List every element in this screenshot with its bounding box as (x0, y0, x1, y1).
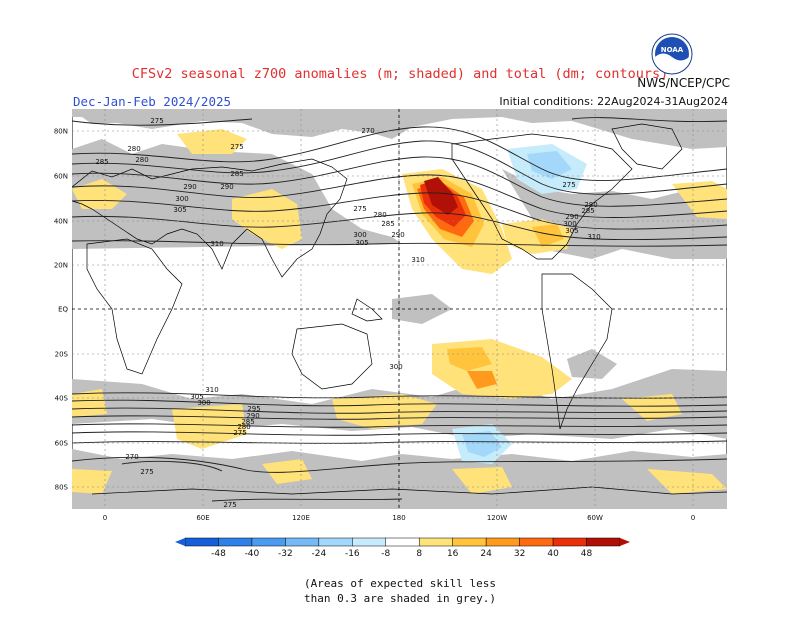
contour-label: 280 (584, 201, 597, 209)
colorbar-swatch (318, 537, 353, 547)
contour-label: 305 (190, 393, 203, 401)
colorbar-swatch (418, 537, 453, 547)
lon-label: 60E (196, 514, 209, 522)
contour-label: 275 (233, 429, 246, 437)
contour-label: 275 (353, 205, 366, 213)
colorbar-swatch (285, 537, 320, 547)
lat-label: 60S (55, 440, 69, 448)
noaa-logo: NOAA (651, 33, 693, 75)
contour-label: 310 (210, 240, 223, 248)
colorbar-label: -32 (278, 549, 293, 559)
colorbar-swatch (352, 537, 387, 547)
contour-label: 285 (95, 158, 108, 166)
colorbar-swatch (485, 537, 520, 547)
colorbar-label: -8 (381, 549, 390, 559)
lat-label: 40S (55, 395, 69, 403)
contour-label: 310 (587, 233, 600, 241)
contour-label: 270 (125, 453, 138, 461)
lon-label: 180 (392, 514, 405, 522)
continent-outlines (72, 123, 727, 495)
lat-label: 60N (54, 173, 68, 181)
anomaly-map: 2752802852903003053102702752802852903003… (71, 108, 728, 510)
colorbar-left-tip (175, 538, 185, 546)
initial-conditions: Initial conditions: 22Aug2024-31Aug2024 (499, 95, 728, 108)
contour-label: 290 (565, 213, 578, 221)
contour-label: 305 (565, 227, 578, 235)
contour-label: 280 (135, 156, 148, 164)
positive-anomalies (72, 129, 727, 494)
colorbar-label: -48 (211, 549, 226, 559)
contour-label: 275 (223, 501, 236, 509)
contour-label: 285 (581, 207, 594, 215)
colorbar-label: 32 (514, 549, 525, 559)
contour-label: 300 (197, 399, 210, 407)
colorbar-label: 40 (547, 549, 559, 559)
colorbar-swatch (218, 537, 253, 547)
colorbar-swatch (586, 537, 621, 547)
contour-label: 300 (389, 363, 402, 371)
contour-label: 300 (353, 231, 366, 239)
lat-axis: 80N 60N 40N 20N EQ 20S 40S 60S 80S (54, 128, 69, 492)
contour-label: 295 (247, 405, 260, 413)
map-panel: 275 280 285 290 300 305 310 270 275 280 285 290 300 3… (71, 108, 728, 510)
colorbar-label: 16 (447, 549, 459, 559)
colorbar-swatch (385, 537, 420, 547)
contour-label: 300 (175, 195, 188, 203)
colorbar-swatch (552, 537, 587, 547)
contour-label: 290 (220, 183, 233, 191)
contour-label: 280 (237, 423, 250, 431)
colorbar: -48 -40 -32 -24 -16 -8 8 16 24 32 40 48 (175, 537, 630, 559)
contour-label: 270 (361, 127, 374, 135)
skill-footnote: (Areas of expected skill less than 0.3 a… (0, 576, 800, 606)
colorbar-label: -24 (311, 549, 326, 559)
contour-label: 310 (411, 256, 424, 264)
lat-label: 80N (54, 128, 68, 136)
lon-label: 120E (292, 514, 310, 522)
noaa-logo-text: NOAA (661, 46, 684, 54)
contour-label: 290 (183, 183, 196, 191)
contour-label: 305 (173, 206, 186, 214)
lon-label: 60W (587, 514, 603, 522)
season-label: Dec-Jan-Feb 2024/2025 (73, 94, 232, 109)
contour-label: 290 (391, 231, 404, 239)
colorbar-swatch (184, 537, 219, 547)
contour-label: 275 (150, 117, 163, 125)
colorbar-label: 24 (480, 549, 492, 559)
lon-label: 0 (691, 514, 695, 522)
colorbar-label: -16 (345, 549, 360, 559)
lat-label: 40N (54, 218, 68, 226)
contour-label: 285 (241, 418, 254, 426)
contour-labels: 2752802852903003053102702752802852903003… (95, 117, 600, 509)
height-contours (72, 117, 727, 502)
colorbar-right-tip (620, 538, 630, 546)
contour-label: 290 (246, 412, 259, 420)
lat-label: EQ (58, 306, 68, 314)
contour-label: 310 (205, 386, 218, 394)
contour-label: 280 (127, 145, 140, 153)
colorbar-swatch (452, 537, 487, 547)
contour-label: 305 (355, 239, 368, 247)
lat-label: 80S (55, 484, 69, 492)
chart-title: CFSv2 seasonal z700 anomalies (m; shaded… (131, 66, 669, 82)
contour-label: 275 (562, 181, 575, 189)
contour-label: 280 (373, 211, 386, 219)
colorbar-swatch (251, 537, 286, 547)
colorbar-label: -40 (245, 549, 260, 559)
colorbar-label: 48 (581, 549, 593, 559)
lon-label: 0 (103, 514, 107, 522)
lon-axis: 0 60E 120E 180 120W 60W 0 (103, 514, 695, 522)
footnote-line-2: than 0.3 are shaded in grey.) (303, 592, 497, 605)
contour-label: 275 (140, 468, 153, 476)
lon-label: 120W (487, 514, 507, 522)
footnote-line-1: (Areas of expected skill less (303, 577, 497, 590)
agency-label: NWS/NCEP/CPC (637, 76, 730, 90)
colorbar-swatch (519, 537, 554, 547)
lat-label: 20N (54, 262, 68, 270)
contour-label: 285 (230, 170, 243, 178)
contour-label: 300 (563, 220, 576, 228)
colorbar-label: 8 (416, 549, 422, 559)
contour-label: 285 (381, 220, 394, 228)
contour-label: 275 (230, 143, 243, 151)
lat-label: 20S (55, 351, 69, 359)
